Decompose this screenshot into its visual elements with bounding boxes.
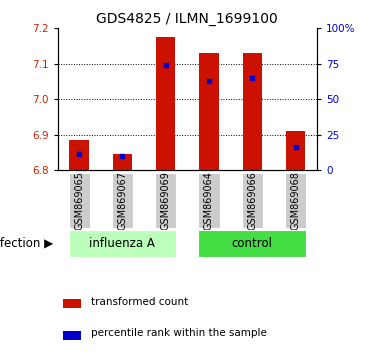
FancyBboxPatch shape — [69, 173, 90, 228]
Bar — [63, 299, 81, 308]
Text: influenza A: influenza A — [89, 237, 155, 250]
FancyBboxPatch shape — [69, 230, 176, 257]
Text: GSM869064: GSM869064 — [204, 171, 214, 230]
Bar — [156, 37, 175, 170]
FancyBboxPatch shape — [198, 230, 306, 257]
Title: GDS4825 / ILMN_1699100: GDS4825 / ILMN_1699100 — [96, 12, 278, 26]
Text: control: control — [232, 237, 273, 250]
Bar — [199, 53, 219, 170]
Text: GSM869069: GSM869069 — [161, 171, 171, 230]
Bar — [69, 140, 89, 170]
FancyBboxPatch shape — [285, 173, 306, 228]
Bar — [113, 154, 132, 170]
Text: percentile rank within the sample: percentile rank within the sample — [91, 329, 267, 338]
FancyBboxPatch shape — [242, 173, 263, 228]
Text: GSM869066: GSM869066 — [247, 171, 257, 230]
Text: GSM869067: GSM869067 — [118, 171, 127, 230]
Text: transformed count: transformed count — [91, 297, 188, 307]
FancyBboxPatch shape — [112, 173, 133, 228]
Bar — [63, 331, 81, 340]
Bar — [243, 53, 262, 170]
Text: infection ▶: infection ▶ — [0, 237, 53, 250]
Bar — [286, 131, 305, 170]
Text: GSM869065: GSM869065 — [74, 171, 84, 230]
FancyBboxPatch shape — [155, 173, 176, 228]
FancyBboxPatch shape — [198, 173, 220, 228]
Text: GSM869068: GSM869068 — [290, 171, 301, 230]
